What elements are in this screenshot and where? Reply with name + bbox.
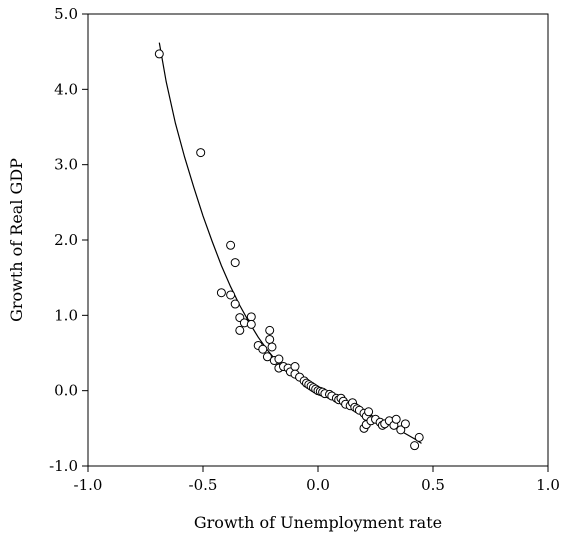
data-point [400,419,410,429]
data-point [230,299,240,309]
data-point [410,441,420,451]
y-axis-ticks: -1.0 0.0 1.0 2.0 3.0 4.0 5.0 [49,5,88,475]
y-tick-label: -1.0 [49,457,78,475]
y-tick-label: 5.0 [54,5,78,23]
data-point [364,407,374,417]
plot-frame [87,13,549,467]
data-points [154,49,424,451]
data-point [230,258,240,268]
x-axis-title: Growth of Unemployment rate [194,513,442,532]
x-axis-ticks: -1.0 -0.5 0.0 0.5 1.0 [74,466,560,494]
data-point [267,342,277,352]
data-point [154,49,164,59]
x-tick-label: 1.0 [536,476,560,494]
data-point [246,312,256,322]
data-point [226,240,236,250]
data-point [258,344,268,354]
y-tick-label: 4.0 [54,80,78,98]
y-tick-label: 1.0 [54,306,78,324]
x-tick-label: 0.5 [421,476,445,494]
data-point [226,290,236,300]
y-axis-title: Growth of Real GDP [7,158,26,322]
data-point [235,325,245,335]
data-point [274,354,284,364]
data-point [265,325,275,335]
data-point [216,288,226,298]
data-point [396,425,406,435]
x-tick-label: -1.0 [74,476,103,494]
data-point [196,148,206,158]
x-tick-label: 0.0 [306,476,330,494]
data-point [246,319,256,329]
data-point [265,334,275,344]
data-point [290,362,300,372]
y-tick-label: 2.0 [54,231,78,249]
x-tick-label: -0.5 [189,476,218,494]
data-point [414,432,424,442]
data-point [391,414,401,424]
y-tick-label: 3.0 [54,156,78,174]
data-point [262,352,272,362]
y-tick-label: 0.0 [54,382,78,400]
plot-border [87,13,549,467]
fitted-curve [158,42,422,444]
